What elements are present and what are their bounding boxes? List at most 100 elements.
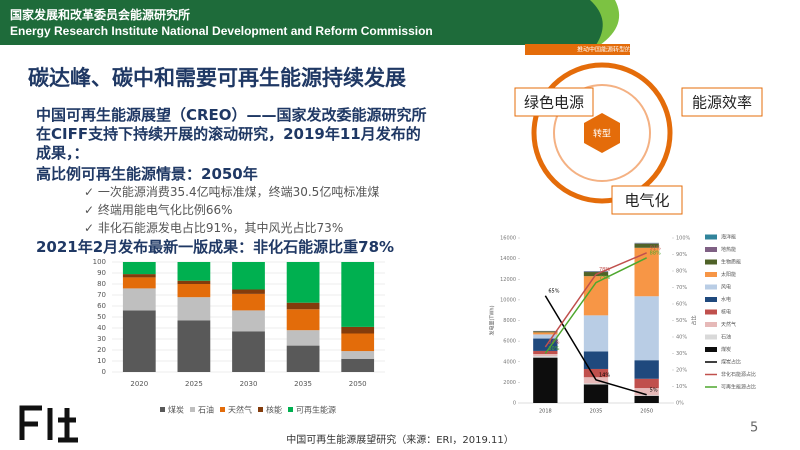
y2-tick-label: 0%: [676, 401, 684, 407]
data-label: 88%: [650, 250, 661, 256]
y-tick-label: 50: [97, 313, 106, 321]
legend-label: 核能: [266, 405, 282, 415]
page-number: 5: [750, 421, 758, 436]
legend-swatch: [705, 272, 717, 277]
legend-swatch: [190, 407, 195, 412]
y-tick-label: 2000: [503, 380, 516, 386]
bar-segment: [122, 274, 156, 278]
legend-swatch: [258, 407, 263, 412]
y-tick-label: 0: [102, 368, 106, 376]
bullet: ✓ 终端用能电气化比例66%: [84, 203, 233, 217]
latest: 2021年2月发布最新一版成果：非化石能源比重78%: [36, 238, 395, 256]
bar-segment: [341, 262, 375, 327]
bar-segment: [341, 351, 375, 359]
header-accent: [590, 0, 620, 45]
bar-segment: [533, 356, 558, 358]
y-tick-label: 70: [97, 291, 106, 299]
y2-tick-label: 50%: [676, 318, 687, 324]
x-tick-label: 2025: [185, 380, 203, 388]
bar-segment: [286, 345, 320, 372]
x-tick-label: 2050: [349, 380, 367, 388]
bar-segment: [634, 395, 659, 396]
slide-title: 碳达峰、碳中和需要可再生能源持续发展: [28, 66, 406, 90]
x-tick-label: 2035: [294, 380, 312, 388]
bar-segment: [583, 271, 609, 273]
bar-segment: [232, 262, 265, 290]
y2-tick-label: 100%: [676, 236, 691, 242]
data-label: 5%: [650, 387, 658, 393]
legend-swatch: [705, 284, 717, 290]
bar-segment: [583, 384, 609, 403]
y-tick-label: 16000: [500, 236, 516, 242]
bar-segment: [583, 383, 609, 385]
y2-tick-label: 20%: [676, 368, 687, 374]
y2-tick-label: 70%: [676, 285, 687, 291]
legend-swatch: [288, 407, 293, 412]
bar-segment: [122, 310, 156, 372]
legend-label: 海洋能: [721, 234, 736, 241]
diagram-center: 转型: [593, 128, 611, 140]
x-tick-label: 2050: [640, 409, 653, 415]
y-tick-label: 30: [97, 335, 106, 343]
bar-segment: [533, 357, 558, 403]
x-tick-label: 2020: [130, 380, 148, 388]
logo: [19, 405, 78, 443]
bullet-text: 一次能源消费35.4亿吨标准煤，终端30.5亿吨标准煤: [97, 185, 380, 199]
bar-segment: [286, 302, 320, 310]
legend-label: 生物质能: [721, 259, 741, 266]
y-tick-label: 10: [97, 357, 106, 365]
y-tick-label: 10000: [500, 297, 516, 303]
diagram-label: 电气化: [624, 192, 669, 210]
legend-swatch: [705, 234, 717, 240]
legend-label: 煤炭占比: [721, 359, 741, 366]
legend-swatch: [705, 322, 717, 327]
bar-segment: [583, 368, 609, 378]
y2-tick-label: 90%: [676, 252, 687, 258]
legend-label: 天然气: [228, 405, 252, 415]
legend-swatch: [705, 259, 717, 265]
label-box: [611, 185, 683, 215]
data-label: 78%: [599, 267, 610, 273]
bar-segment: [634, 395, 659, 403]
y2-tick-label: 10%: [676, 384, 687, 390]
y-tick-label: 90: [97, 269, 106, 277]
bar-segment: [583, 315, 609, 352]
legend-swatch: [220, 407, 225, 412]
bar-segment: [634, 378, 659, 389]
line-series: [544, 257, 647, 354]
y2-tick-label: 40%: [676, 335, 687, 341]
y-tick-label: 60: [97, 302, 106, 310]
label-box: [514, 87, 594, 117]
bar-segment: [286, 309, 320, 331]
diagram-label: 绿色电源: [524, 94, 584, 112]
y2-tick-label: 60%: [676, 302, 687, 308]
diagram-inner: [553, 84, 651, 182]
y-tick-label: 40: [97, 324, 106, 332]
bar-segment: [177, 297, 211, 321]
bullet-text: 非化石能源发电占比91%，其中风光占比73%: [97, 221, 344, 235]
label-box: [681, 87, 763, 117]
x-tick-label: 2018: [539, 409, 552, 415]
bar-segment: [177, 262, 211, 281]
legend-label: 煤炭: [168, 405, 184, 415]
legend-label: 石油: [721, 334, 731, 341]
legend-label: 地热能: [721, 246, 736, 253]
diagram-hex: [584, 113, 620, 153]
bar-segment: [286, 262, 320, 303]
bullet-text: 终端用能电气化比例66%: [97, 203, 233, 217]
legend-swatch: [705, 309, 717, 315]
y-tick-label: 8000: [503, 318, 516, 324]
data-label: 65%: [548, 288, 559, 294]
bar-segment: [341, 333, 375, 352]
x-tick-label: 2030: [240, 380, 258, 388]
bar-segment: [232, 310, 265, 332]
bullet: ✓ 非化石能源发电占比91%，其中风光占比73%: [84, 221, 344, 235]
bar-segment: [177, 280, 211, 284]
x-tick-label: 2035: [590, 409, 603, 415]
org-cn: 国家发展和改革委员会能源研究所: [10, 8, 191, 22]
bar-segment: [533, 334, 558, 339]
bar-segment: [177, 320, 211, 372]
bar-segment: [533, 331, 558, 333]
y2-axis-label: 占比: [691, 315, 698, 325]
